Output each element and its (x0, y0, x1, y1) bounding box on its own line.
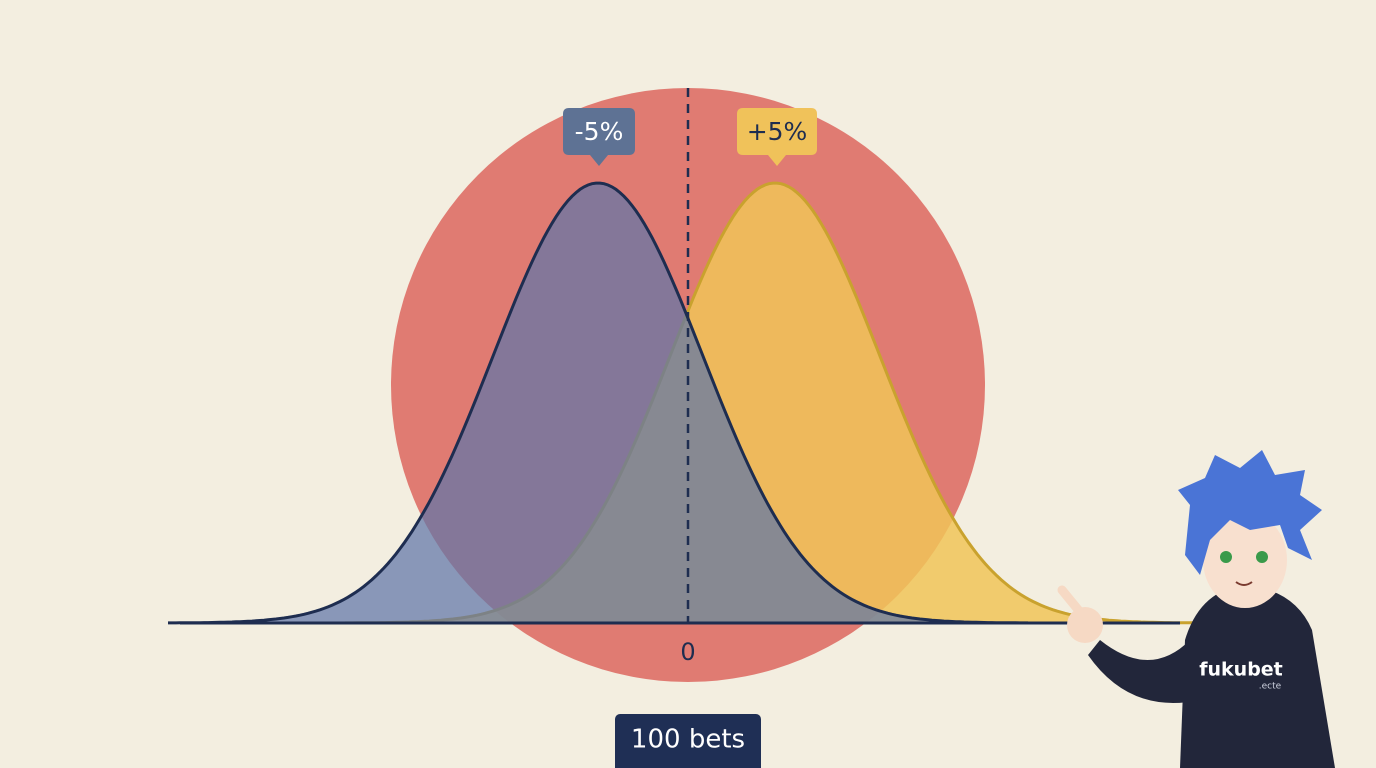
left-curve-outline (168, 181, 1028, 625)
right-label-box (737, 108, 817, 166)
left-label-box (563, 108, 635, 166)
eye-left (1220, 551, 1232, 563)
hoodie-brand: fukubet (1199, 659, 1283, 681)
right-label: +5% (737, 108, 817, 166)
bets-label: 100 bets (631, 725, 745, 755)
hair (1178, 450, 1322, 575)
hoodie (1180, 585, 1335, 768)
bets-box (615, 714, 761, 768)
left-label: -5% (563, 108, 635, 166)
right-curve-fill (345, 183, 1205, 623)
zero-label: 0 (680, 638, 695, 666)
character: fukubet .ecte (1057, 450, 1335, 768)
hand (1067, 607, 1103, 643)
curves (168, 181, 1205, 625)
finger (1057, 585, 1085, 617)
left-label-text: -5% (575, 117, 624, 146)
face (1203, 512, 1287, 608)
arm (1088, 640, 1200, 703)
eye-right (1256, 551, 1268, 563)
left-curve-fill (168, 183, 1028, 623)
hoodie-sub: .ecte (1259, 682, 1282, 692)
mouth (1235, 581, 1253, 586)
right-label-text: +5% (747, 117, 808, 146)
